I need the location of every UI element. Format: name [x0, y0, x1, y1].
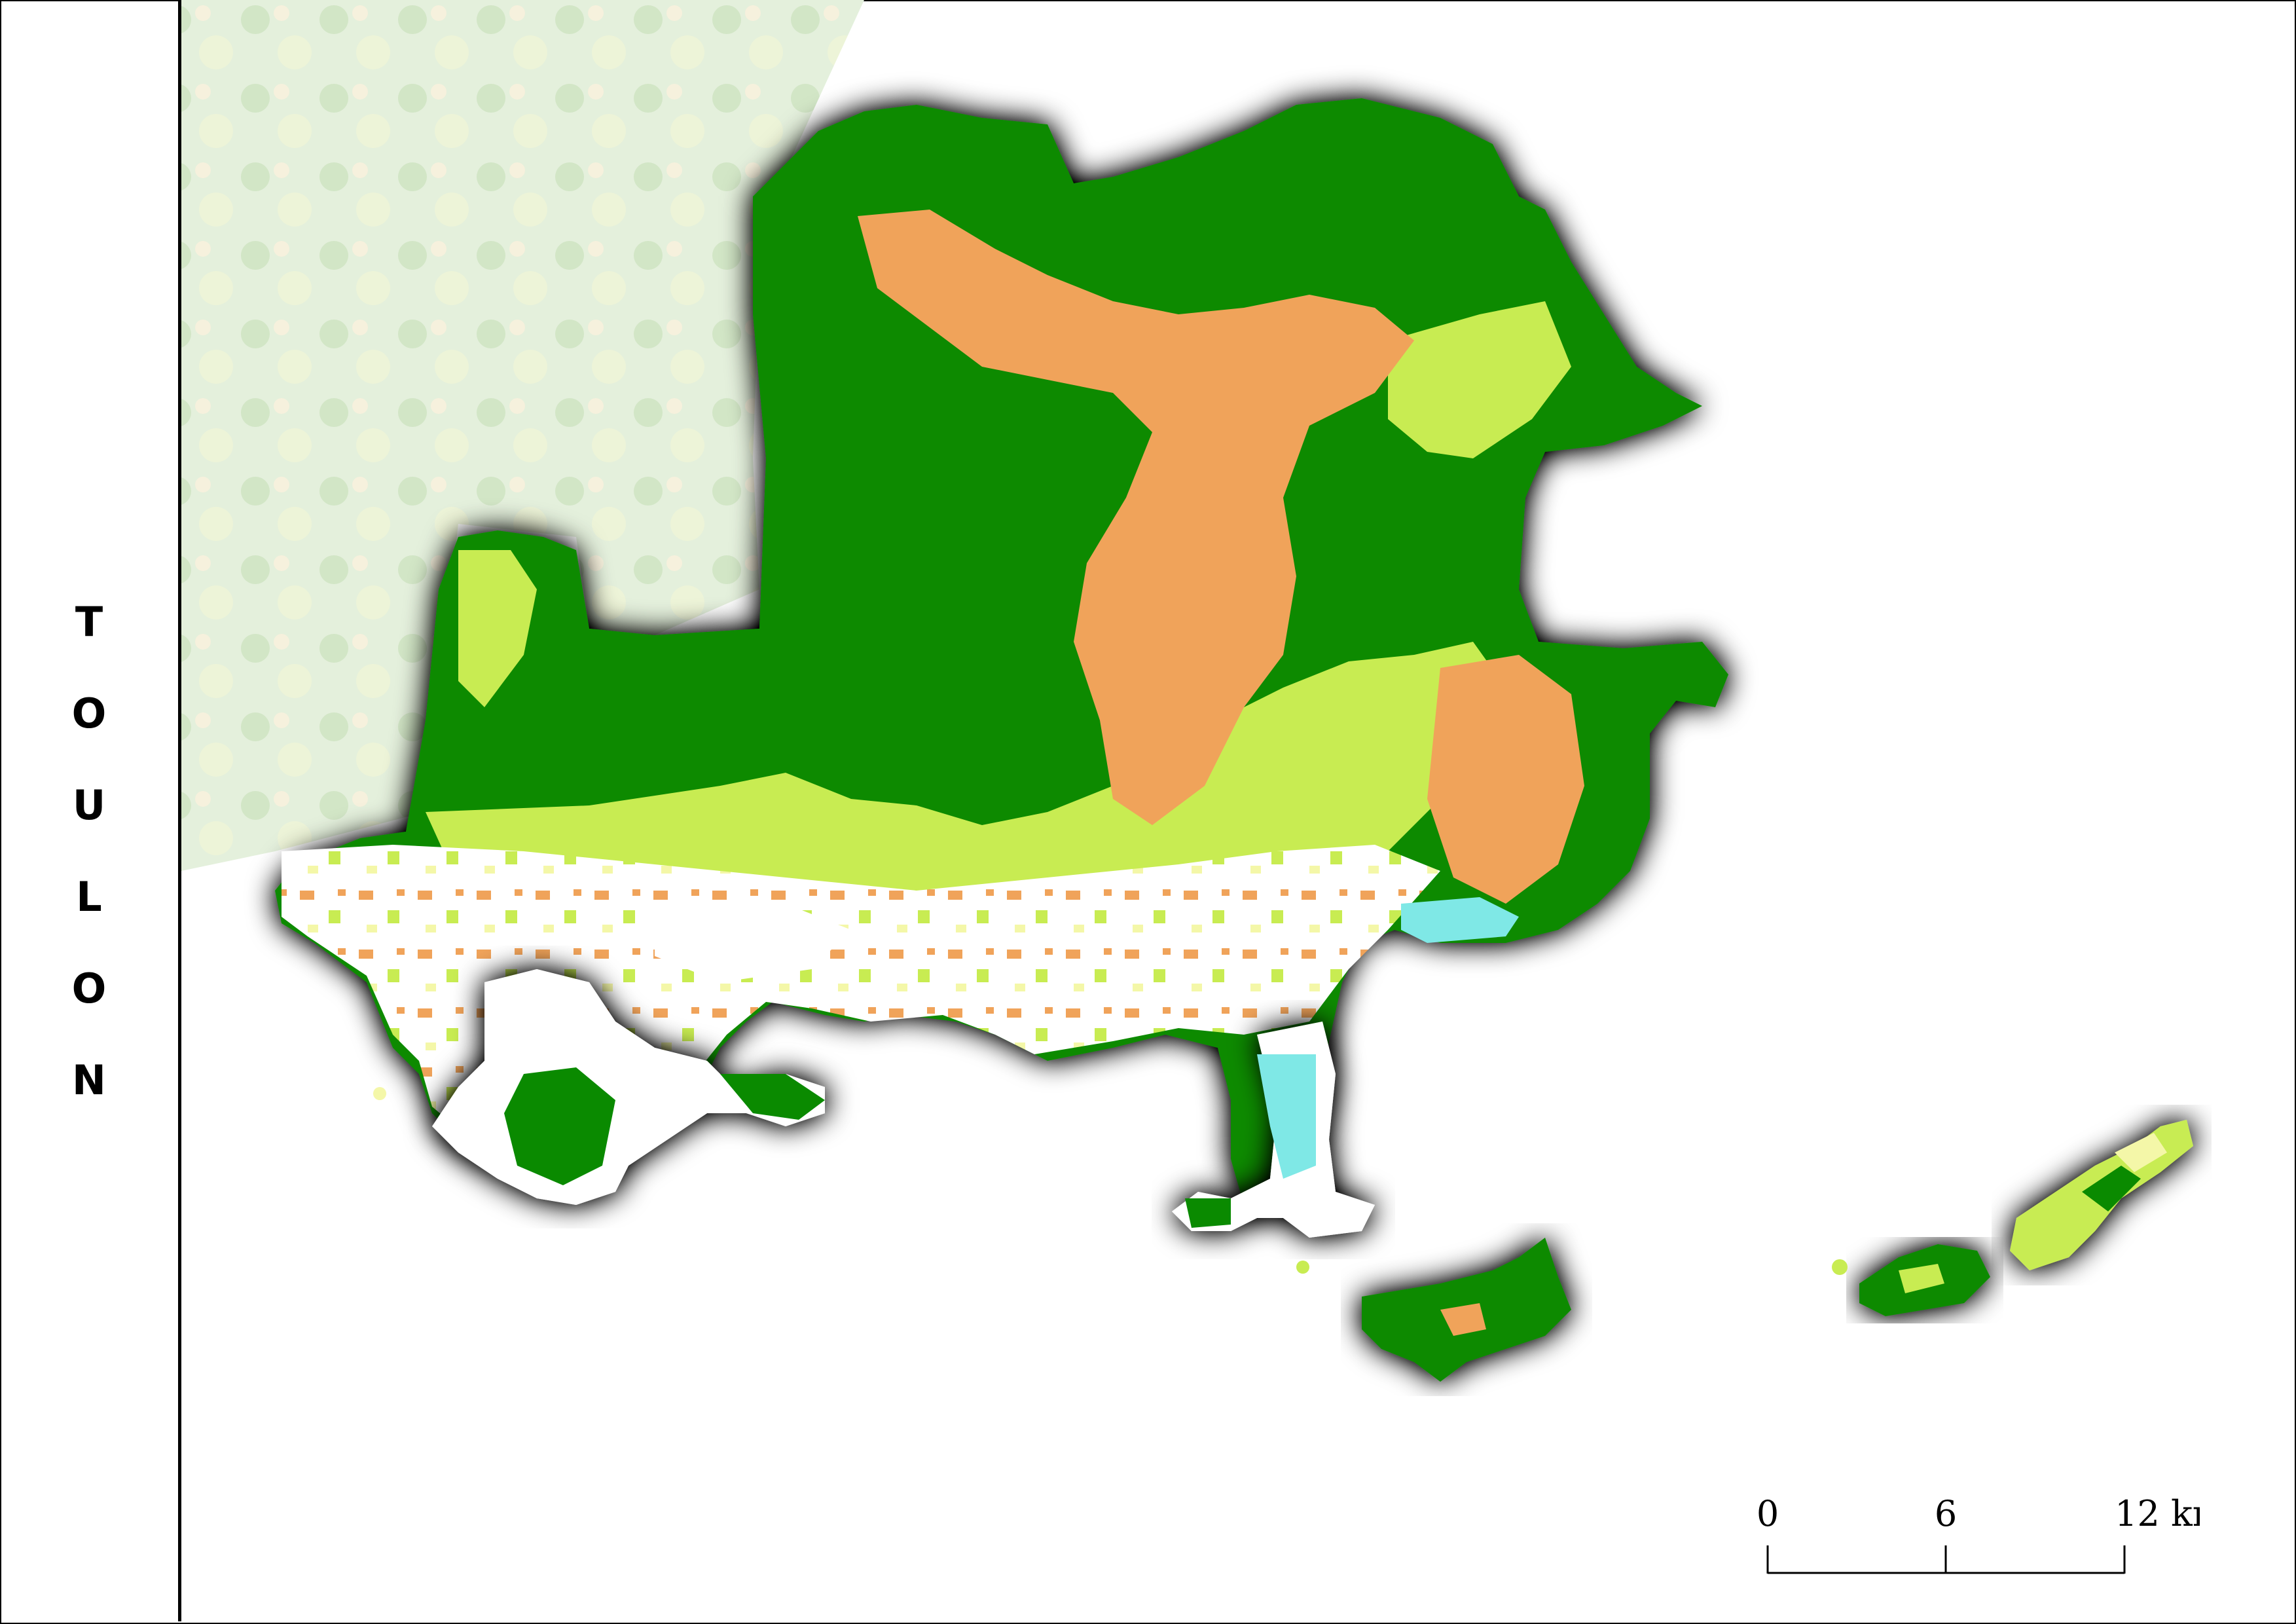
forest-patch [2082, 1166, 2141, 1211]
scale-label-12-km: 12 km [2115, 1493, 2200, 1534]
scale-bar: 0 6 12 km [1757, 1493, 2200, 1574]
light-vegetation-patch [1899, 1264, 1944, 1293]
agricultural-zone [858, 210, 1414, 825]
title-letter: N [72, 1056, 106, 1104]
light-vegetation-zone [458, 550, 537, 707]
forest-patch [504, 1067, 615, 1185]
agricultural-zone [1427, 655, 1584, 904]
islet [1832, 1259, 1848, 1275]
urban-centre [655, 904, 851, 982]
scale-label-6: 6 [1935, 1493, 1957, 1534]
scale-label-0: 0 [1757, 1493, 1779, 1534]
map-title: T O U L O N [0, 576, 178, 1126]
title-letter: T [75, 598, 103, 646]
title-letter: U [72, 781, 106, 829]
title-letter: L [76, 873, 102, 921]
islet [373, 1087, 386, 1100]
forest-patch [720, 1074, 825, 1120]
light-vegetation-zone [1388, 301, 1571, 458]
southern-spit [1172, 1022, 1375, 1238]
pale-vegetation-patch [2115, 1133, 2167, 1172]
title-letter: O [71, 965, 107, 1012]
agricultural-patch [1440, 1303, 1486, 1336]
title-letter: O [71, 690, 107, 737]
neighbouring-area [181, 0, 864, 871]
salt-marsh-water [1401, 897, 1519, 943]
forest-patch [1185, 1198, 1231, 1228]
islet [1296, 1261, 1309, 1274]
title-panel: T O U L O N [0, 0, 181, 1621]
lagoon-water [1257, 1054, 1316, 1179]
land-cover-map [181, 0, 2193, 1382]
